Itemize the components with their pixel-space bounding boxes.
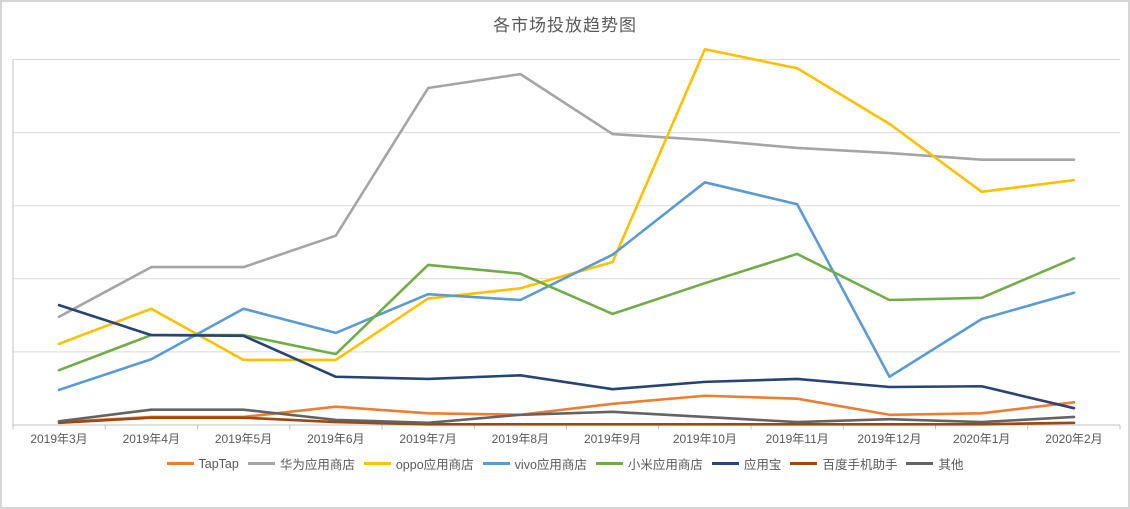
- legend-line-swatch: [595, 462, 623, 465]
- legend-item-其他[interactable]: 其他: [906, 454, 963, 473]
- chart-title: 各市场投放趋势图: [493, 16, 637, 35]
- x-axis-label: 2019年10月: [673, 432, 737, 446]
- legend-label: oppo应用商店: [395, 458, 474, 472]
- legend-item-TapTap[interactable]: TapTap: [166, 456, 239, 471]
- x-axis-label: 2019年4月: [123, 432, 180, 446]
- legend-line-swatch: [166, 462, 194, 465]
- legend-line-swatch: [482, 462, 510, 465]
- legend-label: 华为应用商店: [279, 458, 355, 472]
- x-axis-label: 2020年1月: [953, 432, 1010, 446]
- series-line-华为应用商店: [57, 72, 1076, 319]
- x-axis-label: 2019年6月: [307, 432, 364, 446]
- chart-legend: TapTap 华为应用商店 oppo应用商店 vivo应用商店 小米应用商店 应用宝 百度手…: [2, 454, 1128, 473]
- legend-label: TapTap: [198, 456, 239, 471]
- legend-item-华为应用商店[interactable]: 华为应用商店: [247, 454, 355, 473]
- x-axis-label: 2019年11月: [766, 432, 829, 446]
- x-axis-label: 2019年8月: [492, 432, 549, 446]
- legend-item-百度手机助手[interactable]: 百度手机助手: [790, 454, 897, 473]
- legend-line-swatch: [363, 462, 391, 465]
- legend-label: 应用宝: [743, 458, 782, 472]
- legend-label: 百度手机助手: [822, 458, 898, 472]
- legend-label: 其他: [938, 458, 964, 472]
- legend-line-swatch: [906, 462, 934, 465]
- legend-item-vivo应用商店[interactable]: vivo应用商店: [482, 454, 587, 473]
- legend-item-oppo应用商店[interactable]: oppo应用商店: [363, 454, 474, 473]
- series-line-百度手机助手: [57, 416, 1076, 426]
- legend-line-swatch: [247, 462, 275, 465]
- legend-label: vivo应用商店: [514, 458, 587, 472]
- x-axis-label: 2019年3月: [30, 432, 87, 446]
- x-axis-label: 2019年7月: [399, 432, 456, 446]
- legend-item-应用宝[interactable]: 应用宝: [711, 454, 782, 473]
- legend-line-swatch: [711, 462, 739, 465]
- series-line-小米应用商店: [57, 252, 1076, 372]
- x-axis-label: 2019年12月: [857, 432, 921, 446]
- x-axis-label: 2019年9月: [584, 432, 641, 446]
- legend-item-小米应用商店[interactable]: 小米应用商店: [595, 454, 703, 473]
- series-line-应用宝: [57, 303, 1076, 410]
- legend-label: 小米应用商店: [627, 458, 703, 472]
- legend-line-swatch: [790, 462, 818, 465]
- x-axis-label: 2019年5月: [215, 432, 272, 446]
- x-axis-label: 2020年2月: [1045, 432, 1102, 446]
- series-line-vivo应用商店: [57, 181, 1076, 392]
- series-line-oppo应用商店: [57, 47, 1076, 362]
- series-line-其他: [57, 408, 1076, 425]
